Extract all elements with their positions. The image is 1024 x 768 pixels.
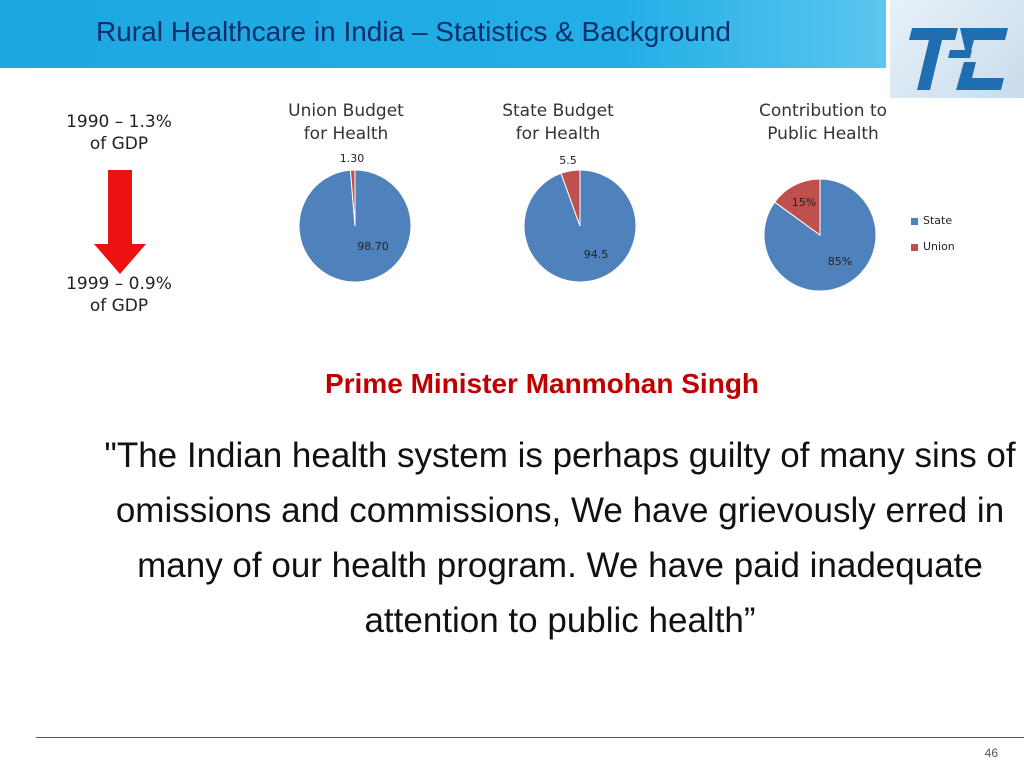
chart-title-union-budget: Union Budget for Health [246, 100, 446, 146]
pie-data-label-1-1: 5.5 [559, 154, 577, 167]
legend-swatch-state [911, 218, 918, 225]
pie-data-label-0-1: 1.30 [340, 152, 365, 165]
gdp-1999-line1: 1999 – 0.9% [66, 274, 172, 294]
logo [890, 0, 1024, 98]
gdp-1999-line2: of GDP [89, 296, 149, 316]
gdp-1990-line2: of GDP [89, 134, 149, 154]
pie-data-label-1-0: 94.5 [584, 248, 609, 261]
gdp-1999-text: 1999 – 0.9% of GDP [44, 273, 194, 317]
pie-slice-1-1 [560, 169, 581, 227]
chart-title-line1: State Budget [502, 101, 614, 121]
chart-title-state-budget: State Budget for Health [458, 100, 658, 146]
chart-title-contribution: Contribution to Public Health [723, 100, 923, 146]
quote-text: "The Indian health system is perhaps gui… [104, 436, 1016, 640]
chart-title-line2: for Health [515, 124, 601, 144]
tfc-logo-icon [909, 28, 1008, 90]
footer-divider [36, 737, 1024, 738]
pie-slice-2-1 [773, 178, 821, 236]
chart-title-line2: for Health [303, 124, 389, 144]
pie-data-label-2-1: 15% [792, 196, 816, 209]
page-number: 46 [984, 746, 998, 760]
down-arrow-icon [94, 170, 146, 274]
chart-title-line1: Union Budget [288, 101, 404, 121]
gdp-1990-text: 1990 – 1.3% of GDP [44, 111, 194, 155]
legend-label-state: State [923, 214, 953, 227]
pie-slice-0-1 [349, 169, 356, 227]
legend-label-union: Union [923, 240, 955, 253]
pie-data-label-2-0: 85% [828, 255, 852, 268]
chart-title-line1: Contribution to [758, 101, 888, 121]
slide-title: Rural Healthcare in India – Statistics &… [96, 16, 731, 47]
pie-data-label-0-0: 98.70 [357, 240, 389, 253]
quote-heading: Prime Minister Manmohan Singh [324, 368, 760, 399]
chart-title-line2: Public Health [767, 124, 879, 144]
legend-swatch-union [911, 244, 918, 251]
title-bar: Rural Healthcare in India – Statistics &… [0, 0, 886, 68]
pie-slice-1-0 [523, 169, 637, 283]
gdp-1990-line1: 1990 – 1.3% [66, 112, 172, 132]
